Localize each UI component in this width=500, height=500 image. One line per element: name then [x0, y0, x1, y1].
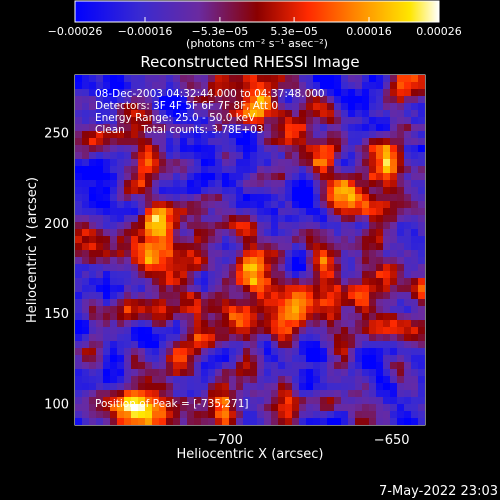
x-axis-label: Heliocentric X (arcsec)	[177, 447, 324, 462]
annotation-time-range: 08-Dec-2003 04:32:44.000 to 04:37:48.000	[95, 88, 325, 100]
colorbar-ticks: −0.00026 −0.00016 −5.3e−05 5.3e−05 0.00016 0.…	[48, 17, 462, 38]
colorbar-tick-label: −5.3e−05	[192, 25, 249, 38]
chart-title: Reconstructed RHESSI Image	[140, 53, 359, 71]
x-tick-label: −650	[374, 433, 410, 448]
footer-date: 7-May-2022 23:03	[379, 484, 498, 499]
colorbar-tick-label: 5.3e−05	[270, 25, 317, 38]
y-tick-label: 150	[44, 307, 69, 322]
heatmap-image	[75, 75, 425, 425]
colorbar-tick-label: −0.00026	[48, 25, 103, 38]
peak-position-label: Position of Peak = [-735,271]	[95, 398, 249, 410]
colorbar-tick-label: −0.00016	[118, 25, 173, 38]
annotation-energy-range: Energy Range: 25.0 - 50.0 keV	[95, 112, 256, 124]
annotation-clean-counts: Clean Total counts: 3.78E+03	[95, 124, 264, 136]
y-axis-label: Heliocentric Y (arcsec)	[25, 177, 40, 323]
y-tick-label: 100	[44, 397, 69, 412]
colorbar	[74, 0, 440, 23]
y-tick-label: 200	[44, 217, 69, 232]
y-tick-label: 250	[44, 127, 69, 142]
colorbar-unit-label: (photons cm⁻² s⁻¹ asec⁻²)	[186, 37, 328, 50]
x-tick-label: −700	[207, 433, 243, 448]
annotation-detectors: Detectors: 3F 4F 5F 6F 7F 8F, Att 0	[95, 100, 279, 112]
colorbar-tick-label: 0.00016	[346, 25, 392, 38]
colorbar-tick-label: 0.00026	[416, 25, 462, 38]
